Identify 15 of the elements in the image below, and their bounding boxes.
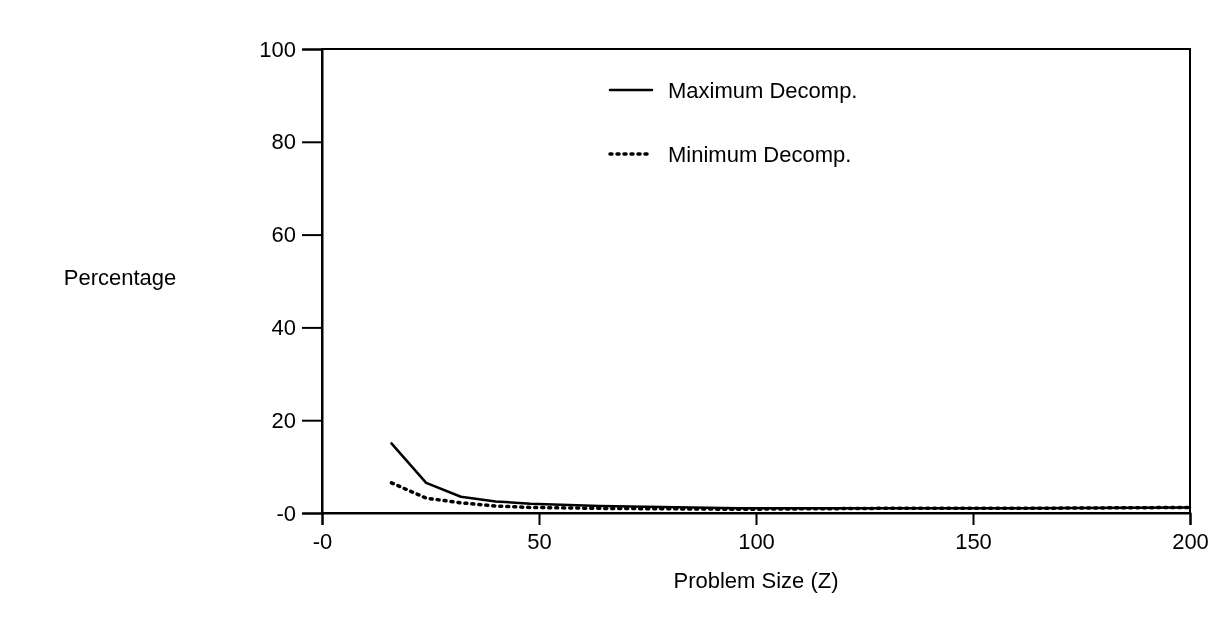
x-tick-label: 150 [955,528,992,554]
legend-label: Minimum Decomp. [668,142,852,167]
y-axis-title: Percentage [63,265,177,290]
x-tick-label: 200 [1172,528,1209,554]
y-tick-label: 40 [271,314,296,340]
x-axis-title: Problem Size (Z) [673,568,839,593]
y-tick-label: 80 [271,129,296,155]
x-tick-label: 100 [738,528,775,554]
y-tick-label: -0 [276,500,296,526]
legend-label: Maximum Decomp. [668,78,858,103]
y-tick-label: 60 [271,222,296,248]
x-tick-label: -0 [312,528,333,554]
y-tick-label: 100 [259,36,296,62]
x-tick-label: 50 [527,528,552,554]
y-tick-label: 20 [271,407,296,433]
